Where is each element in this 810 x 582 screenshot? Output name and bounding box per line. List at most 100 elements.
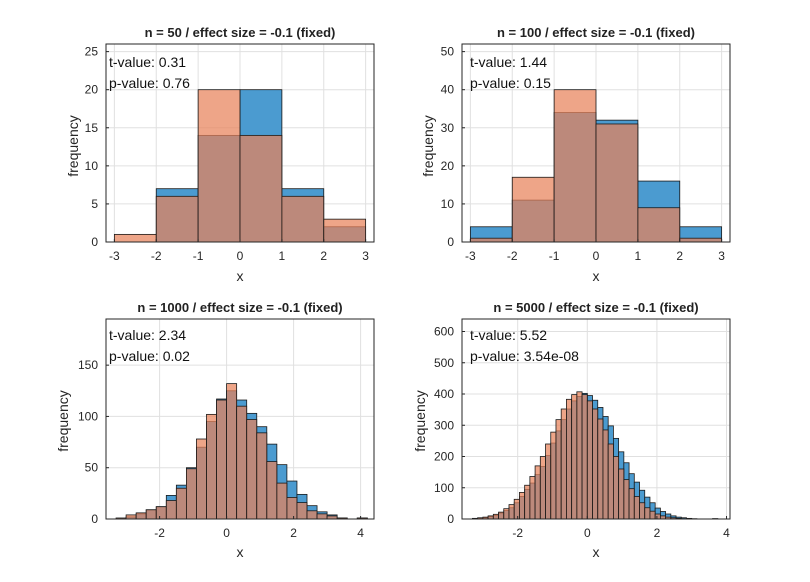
bar-sample-b <box>286 497 298 520</box>
bar-sample-b <box>508 504 515 520</box>
p-value-annotation: p-value: 0.15 <box>470 75 551 91</box>
x-axis-label: x <box>593 544 600 560</box>
bar-sample-b <box>539 456 546 520</box>
y-tick-label: 10 <box>85 159 99 173</box>
y-tick-label: 40 <box>441 83 455 97</box>
y-tick-label: 300 <box>434 418 454 432</box>
bar-sample-b <box>492 513 499 520</box>
x-tick-label: 0 <box>237 249 244 263</box>
y-tick-label: 400 <box>434 387 454 401</box>
bar-sample-b <box>239 134 283 243</box>
bar-sample-b <box>592 408 599 520</box>
bar-sample-b <box>644 507 651 520</box>
p-value-annotation: p-value: 0.02 <box>109 348 190 364</box>
chart-title: n = 5000 / effect size = -0.1 (fixed) <box>493 300 698 315</box>
x-tick-label: 4 <box>357 526 364 540</box>
bar-sample-b <box>602 429 609 520</box>
bar-sample-b <box>534 465 541 520</box>
bar-sample-b <box>246 419 258 520</box>
y-tick-label: 150 <box>78 358 98 372</box>
y-axis-label: frequency <box>412 390 428 451</box>
bar-sample-b <box>649 510 656 520</box>
bar-sample-b <box>519 492 526 520</box>
x-tick-label: -1 <box>193 249 204 263</box>
x-tick-label: 2 <box>320 249 327 263</box>
axes-frame <box>105 318 375 520</box>
bar-sample-b <box>185 468 197 520</box>
x-axis-label: x <box>593 268 600 284</box>
x-tick-label: -2 <box>154 526 165 540</box>
bar-sample-b <box>545 443 552 520</box>
y-tick-label: 50 <box>441 45 455 59</box>
x-tick-label: 2 <box>654 526 661 540</box>
bar-sample-b <box>679 237 723 243</box>
bar-sample-b <box>550 431 557 520</box>
x-tick-label: 1 <box>279 249 286 263</box>
bar-sample-b <box>256 432 268 520</box>
bar-sample-b <box>266 461 278 520</box>
x-axis-label: x <box>237 544 244 560</box>
bar-sample-b <box>281 195 325 243</box>
bar-sample-b <box>571 394 578 520</box>
bar-sample-b <box>597 418 604 520</box>
y-tick-label: 600 <box>434 325 454 339</box>
bar-sample-b <box>637 207 681 243</box>
bar-sample-b <box>196 438 207 520</box>
bar-sample-b <box>576 391 583 520</box>
bar-sample-b <box>553 89 597 243</box>
y-tick-label: 30 <box>441 121 455 135</box>
y-tick-label: 25 <box>85 45 99 59</box>
bar-sample-b <box>503 508 510 520</box>
bar-sample-b <box>566 398 573 520</box>
bar-sample-b <box>236 405 248 520</box>
bar-sample-b <box>581 394 588 520</box>
bar-sample-b <box>175 487 187 520</box>
bar-sample-b <box>165 500 177 520</box>
bar-sample-b <box>511 176 555 243</box>
bar-sample-b <box>524 484 531 520</box>
x-tick-label: 3 <box>718 249 725 263</box>
t-value-annotation: t-value: 1.44 <box>470 54 547 70</box>
x-tick-label: 0 <box>223 526 230 540</box>
bar-sample-b <box>125 514 137 520</box>
x-tick-label: -2 <box>512 526 523 540</box>
y-tick-label: 0 <box>91 235 98 249</box>
y-tick-label: 0 <box>91 512 98 526</box>
y-tick-label: 20 <box>441 159 455 173</box>
plot-area: -2 0 2 4 0 50 100 150 <box>78 318 375 540</box>
bar-sample-b <box>145 509 157 520</box>
x-tick-label: 4 <box>723 526 730 540</box>
bar-sample-b <box>469 237 513 243</box>
x-tick-label: 3 <box>362 249 369 263</box>
y-tick-label: 200 <box>434 450 454 464</box>
y-tick-label: 15 <box>85 121 99 135</box>
x-tick-label: 2 <box>290 526 297 540</box>
chart-title: n = 50 / effect size = -0.1 (fixed) <box>145 25 336 40</box>
y-axis-label: frequency <box>55 390 71 451</box>
x-tick-label: -3 <box>109 249 120 263</box>
bar-sample-b <box>296 502 308 520</box>
y-tick-label: 100 <box>434 481 454 495</box>
x-tick-label: -2 <box>507 249 518 263</box>
y-tick-label: 10 <box>441 197 455 211</box>
bar-sample-b <box>529 476 536 520</box>
x-tick-label: 1 <box>635 249 642 263</box>
y-tick-label: 500 <box>434 356 454 370</box>
t-value-annotation: t-value: 2.34 <box>109 327 186 343</box>
y-tick-label: 100 <box>78 409 98 423</box>
bar-sample-b <box>613 456 620 520</box>
chart-title: n = 100 / effect size = -0.1 (fixed) <box>497 25 695 40</box>
chart-panel-3: -2 0 2 4 0 50 100 150 n = 1000 / effect size = … <box>55 300 375 560</box>
x-tick-label: -3 <box>465 249 476 263</box>
axes-frame <box>461 318 731 520</box>
bar-sample-b <box>197 89 241 243</box>
bar-sample-b <box>113 233 157 243</box>
y-tick-label: 20 <box>85 83 99 97</box>
bar-sample-b <box>513 498 520 520</box>
bar-sample-b <box>306 510 318 520</box>
x-tick-label: -1 <box>549 249 560 263</box>
x-tick-label: -2 <box>151 249 162 263</box>
t-value-annotation: t-value: 0.31 <box>109 54 186 70</box>
y-tick-label: 50 <box>85 461 99 475</box>
